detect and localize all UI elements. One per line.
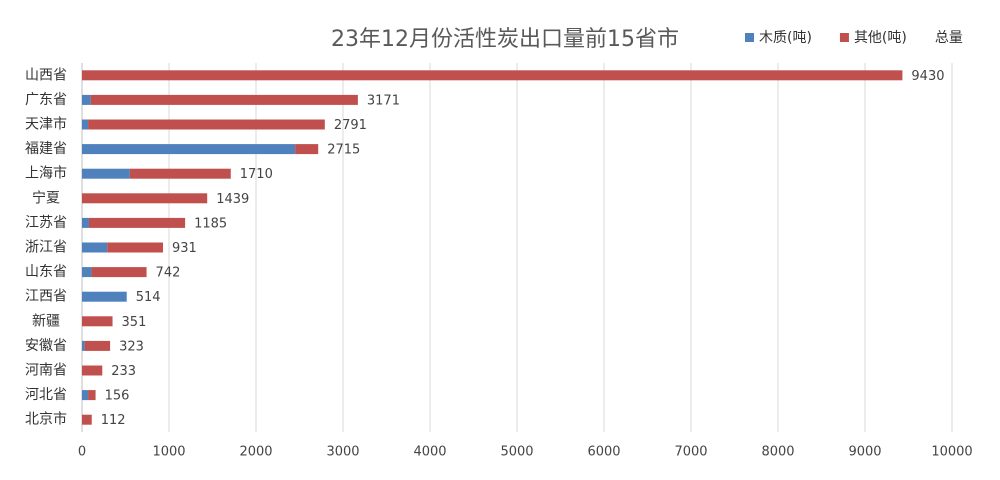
y-tick-label: 福建省: [25, 141, 67, 157]
bar-segment: [82, 144, 296, 155]
data-label: 351: [122, 315, 147, 330]
x-tick-label: 3000: [326, 445, 359, 460]
bar-segment: [82, 193, 208, 204]
bar-segment: [82, 390, 89, 401]
y-tick-label: 安徽省: [25, 338, 67, 354]
data-label: 514: [136, 290, 161, 305]
bar-segment: [82, 119, 89, 130]
x-tick-label: 0: [78, 445, 86, 460]
bar-segment: [90, 94, 358, 105]
data-label: 1185: [194, 216, 227, 231]
bar-segment: [82, 316, 113, 327]
data-label: 2715: [327, 143, 360, 158]
data-label: 323: [119, 339, 144, 354]
y-tick-label: 山东省: [25, 264, 67, 280]
bar-segment: [82, 242, 108, 253]
bar-segment: [91, 267, 147, 278]
bar-segment: [82, 94, 91, 105]
y-tick-label: 河北省: [25, 387, 67, 403]
x-tick-label: 7000: [674, 445, 707, 460]
x-tick-label: 2000: [239, 445, 272, 460]
y-tick-label: 河南省: [25, 363, 67, 379]
data-label: 156: [105, 389, 130, 404]
bar-segment: [82, 340, 85, 351]
bar-segment: [84, 340, 111, 351]
x-tick-label: 10000: [931, 445, 972, 460]
chart-title: 23年12月份活性炭出口量前15省市: [331, 27, 679, 52]
bar-segment: [88, 119, 325, 130]
y-tick-label: 新疆: [32, 313, 60, 329]
y-tick-label: 江西省: [25, 289, 67, 305]
data-label: 9430: [911, 69, 944, 84]
y-tick-label: 上海市: [25, 165, 67, 182]
bar-segment: [82, 70, 903, 81]
y-tick-label: 江苏省: [25, 215, 67, 231]
bar-segment: [82, 414, 92, 425]
bar-segment: [82, 291, 127, 302]
x-tick-label: 6000: [587, 445, 620, 460]
legend-label: 木质(吨): [759, 30, 812, 46]
data-label: 112: [101, 413, 126, 428]
x-tick-label: 4000: [413, 445, 446, 460]
x-tick-label: 5000: [500, 445, 533, 460]
bar-segment: [295, 144, 319, 155]
data-label: 742: [156, 266, 181, 281]
bar-segment: [82, 217, 89, 228]
x-tick-label: 8000: [761, 445, 794, 460]
y-tick-label: 广东省: [25, 92, 67, 108]
bar-segment: [82, 365, 103, 376]
data-label: 931: [172, 241, 197, 256]
legend-label: 总量: [935, 30, 963, 46]
y-tick-label: 天津市: [25, 116, 67, 133]
x-tick-label: 9000: [848, 445, 881, 460]
legend-swatch: [745, 33, 754, 42]
legend-swatch: [839, 33, 849, 42]
bar-segment: [88, 217, 186, 228]
bar-segment: [82, 168, 130, 179]
data-label: 3171: [367, 93, 400, 108]
bar-segment: [82, 267, 92, 278]
data-label: 2791: [334, 118, 367, 133]
y-tick-label: 山西省: [25, 67, 67, 83]
legend-label: 其他(吨): [854, 30, 907, 46]
data-label: 1710: [240, 167, 273, 182]
data-label: 1439: [216, 192, 249, 207]
y-tick-label: 浙江省: [25, 240, 67, 256]
y-tick-label: 北京市: [25, 411, 67, 428]
data-label: 233: [111, 364, 136, 379]
y-tick-label: 宁夏: [32, 189, 60, 206]
x-tick-label: 1000: [152, 445, 185, 460]
bar-segment: [88, 390, 96, 401]
bar-segment: [129, 168, 231, 179]
bar-segment: [107, 242, 163, 253]
